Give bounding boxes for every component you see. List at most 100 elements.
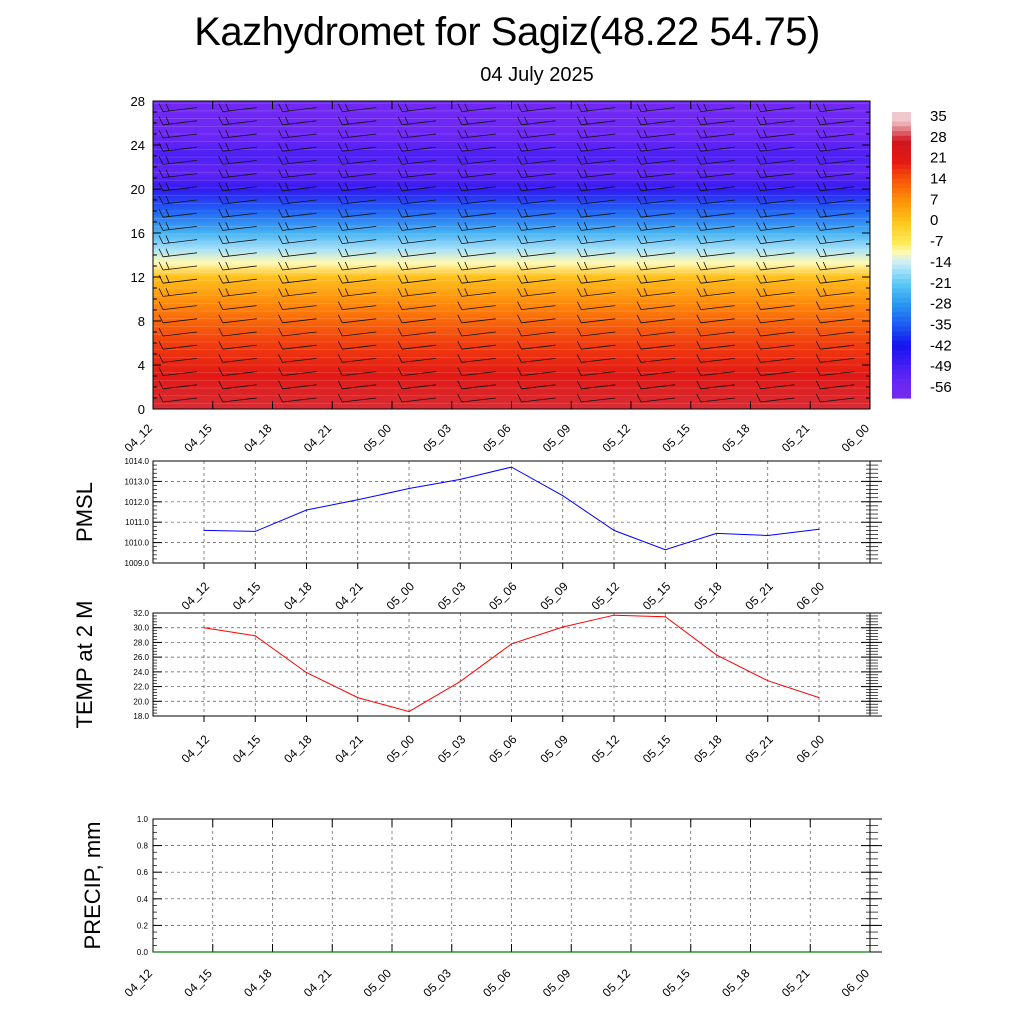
- wind-barb: [218, 261, 257, 271]
- colorbar-swatch: [892, 364, 911, 370]
- x-tick-label: 05_15: [640, 732, 674, 766]
- x-tick-label: 05_18: [691, 732, 725, 766]
- wind-barb: [397, 129, 437, 139]
- wind-barb: [815, 288, 855, 297]
- wind-barb: [636, 209, 676, 218]
- wind-barb: [158, 248, 198, 258]
- wind-barb: [815, 327, 855, 337]
- colorbar-swatch: [892, 321, 911, 328]
- data-point: [408, 710, 410, 713]
- wind-barb: [457, 222, 496, 231]
- wind-barb: [576, 341, 616, 350]
- colorbar-label: -35: [930, 316, 952, 333]
- wind-barb: [756, 169, 795, 178]
- wind-barb: [517, 169, 556, 178]
- wind-barb: [278, 209, 317, 218]
- wind-barb: [278, 380, 317, 390]
- data-point: [254, 635, 256, 637]
- x-tick-label: 05_12: [589, 579, 623, 613]
- colorbar-swatch: [892, 302, 911, 309]
- wind-barb: [278, 341, 317, 350]
- wind-barb: [576, 261, 616, 271]
- plot-frame: [152, 612, 871, 717]
- wind-barb: [218, 209, 257, 218]
- colorbar-swatch: [892, 154, 911, 161]
- wind-barb: [517, 341, 556, 350]
- wind-barb: [756, 116, 795, 126]
- colorbar-swatch: [892, 159, 911, 166]
- wind-barb: [636, 341, 676, 350]
- wind-barb: [278, 129, 317, 139]
- wind-barb: [517, 222, 556, 231]
- y-tick-label: 24.0: [133, 668, 149, 677]
- wind-barb: [815, 129, 855, 139]
- wind-barb: [517, 367, 556, 376]
- wind-barb: [576, 209, 616, 218]
- wind-barb: [397, 261, 437, 271]
- colorbar-label: -42: [930, 337, 952, 354]
- colorbar-swatch: [892, 240, 911, 247]
- colorbar-swatch: [892, 140, 911, 146]
- wind-barb: [696, 103, 735, 112]
- wind-barb: [636, 393, 676, 403]
- x-tick-label: 04_18: [241, 966, 275, 1000]
- data-point: [305, 671, 308, 674]
- wind-barb: [278, 182, 317, 192]
- wind-barb: [756, 275, 795, 284]
- wind-barb: [337, 156, 377, 165]
- y-axis-title: PMSL: [72, 482, 97, 542]
- wind-barb: [457, 275, 496, 284]
- wind-barb: [278, 367, 317, 376]
- wind-barb: [278, 235, 317, 244]
- wind-barb: [158, 367, 198, 376]
- wind-barb: [756, 143, 795, 152]
- colorbar-swatch: [892, 355, 911, 361]
- wind-barb: [756, 288, 795, 297]
- colorbar-label: 21: [930, 150, 947, 167]
- wind-barb: [756, 156, 795, 165]
- wind-barb: [517, 301, 556, 310]
- colorbar-label: 14: [930, 171, 947, 188]
- y-tick-label: 0.8: [137, 842, 149, 851]
- wind-barb: [158, 288, 198, 297]
- data-point: [408, 487, 410, 490]
- wind-barb: [636, 354, 676, 363]
- wind-barb: [517, 116, 556, 126]
- wind-barb: [278, 248, 317, 258]
- wind-barb: [756, 354, 795, 363]
- wind-barb: [576, 314, 616, 324]
- vertical-section-panel: 0 4 8 12 16 20 24 28 04_12 04_15 04_18 04_21 05_00 05…: [122, 94, 873, 455]
- wind-barb: [517, 129, 556, 139]
- wind-barb: [696, 182, 735, 192]
- wind-barb: [337, 327, 377, 337]
- x-tick-label: 05_06: [480, 421, 514, 455]
- data-point: [818, 528, 820, 530]
- wind-barb: [696, 367, 735, 376]
- wind-barb: [457, 156, 496, 165]
- x-tick-label: 04_18: [281, 579, 315, 613]
- wind-barb: [457, 393, 496, 403]
- wind-barb: [457, 235, 496, 244]
- wind-barb: [517, 209, 556, 218]
- x-tick-label: 04_18: [241, 421, 275, 455]
- colorbar-swatch: [892, 112, 911, 118]
- wind-barb: [815, 261, 855, 271]
- wind-barb: [218, 380, 257, 390]
- wind-barb: [756, 129, 795, 139]
- wind-barb: [696, 195, 735, 205]
- wind-barb: [576, 393, 616, 403]
- data-point: [254, 530, 256, 532]
- colorbar-swatch: [892, 359, 911, 366]
- wind-barb: [457, 341, 496, 350]
- wind-barb: [756, 261, 795, 271]
- wind-barb: [517, 354, 556, 363]
- wind-barb: [815, 195, 855, 205]
- wind-barb: [278, 301, 317, 310]
- wind-barb: [397, 143, 437, 152]
- data-point: [357, 697, 359, 699]
- data-point: [510, 466, 513, 468]
- wind-barb: [218, 116, 257, 126]
- wind-barb: [278, 261, 317, 271]
- colorbar-swatch: [892, 221, 911, 227]
- colorbar-swatch: [892, 316, 911, 323]
